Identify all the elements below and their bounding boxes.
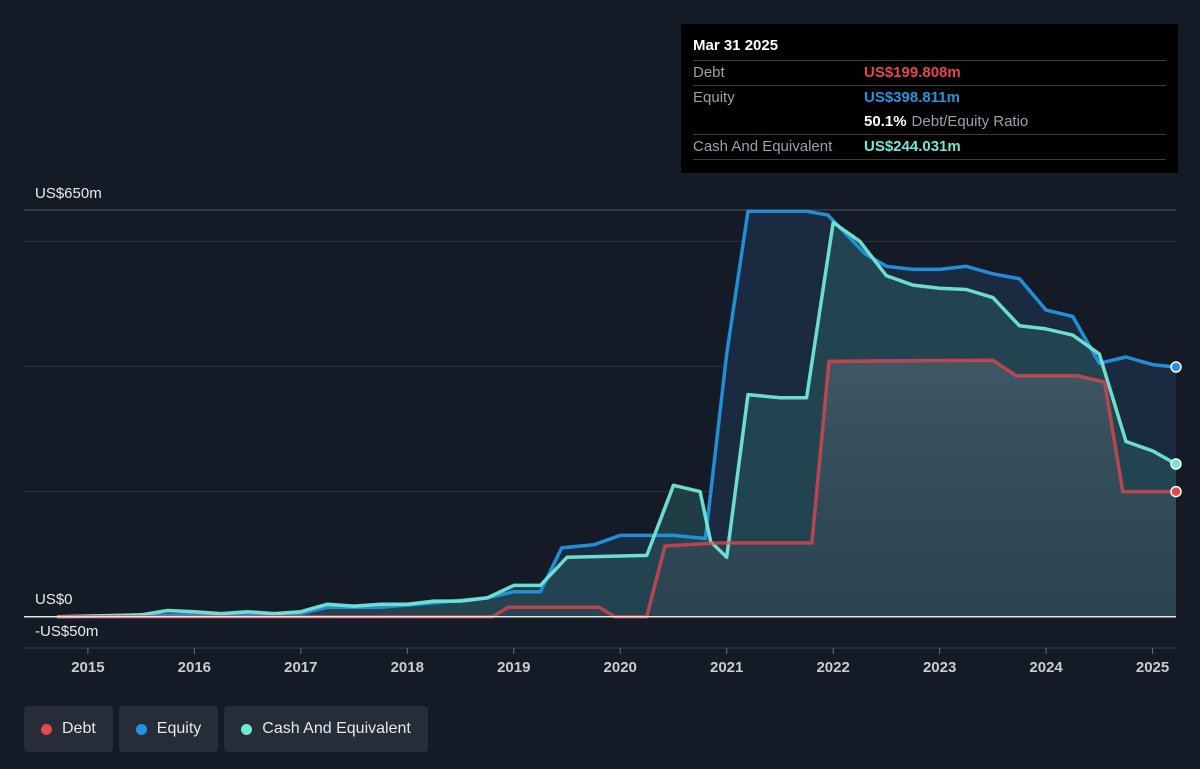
cash-and-equivalent-end-marker [1170,458,1182,470]
x-tick-label: 2015 [71,659,104,676]
tooltip-debt-value: US$199.808m [864,64,961,81]
tooltip-ratio-label: Debt/Equity Ratio [911,113,1029,130]
equity-dot-icon [135,723,147,735]
tooltip-equity-label: Equity [693,89,735,106]
debt-dot-icon [41,723,52,735]
legend-item-equity[interactable]: Equity [118,706,219,752]
y-label-bottom: -US$50m [35,623,98,640]
tooltip-row-equity: Equity US$398.811m [693,85,1166,110]
series-end-markers [1170,361,1182,498]
equity-end-marker [1170,361,1182,373]
tooltip-row-cash: Cash And Equivalent US$244.031m [693,134,1166,160]
x-tick-label: 2017 [284,659,317,676]
tooltip-equity-value: US$398.811m [864,89,960,106]
y-label-top: US$650m [35,185,102,202]
equity-line [56,209,1177,619]
y-label-zero: US$0 [35,591,73,608]
tooltip-debt-label: Debt [693,64,725,81]
legend-equity-label: Equity [156,720,202,737]
chart-area: US$650m US$0 -US$50m 2015 2016 2017 2018 201… [24,185,1182,676]
x-tick-label: 2022 [816,659,849,676]
x-axis-ticks: 2015 2016 2017 2018 2019 2020 2021 2022 2023 2024… [71,648,1169,676]
tooltip-cash-label: Cash And Equivalent [693,138,833,155]
legend-item-debt[interactable]: Debt [24,706,113,752]
tooltip-row-debt: Debt US$199.808m [693,60,1166,85]
legend-debt-label: Debt [62,720,96,737]
cash-and-equivalent-line [56,220,1177,619]
x-tick-label: 2025 [1136,659,1169,676]
tooltip-cash-value: US$244.031m [864,138,961,155]
hover-tooltip: Mar 31 2025 Debt US$199.808m Equity US$3… [681,24,1178,173]
x-tick-label: 2020 [604,659,637,676]
x-tick-label: 2019 [497,659,530,676]
tooltip-date: Mar 31 2025 [693,37,779,54]
tooltip-ratio-value: 50.1% [864,113,907,130]
debt-area [57,360,1176,617]
legend-item-cash[interactable]: Cash And Equivalent [224,706,428,752]
x-tick-label: 2023 [923,659,956,676]
x-tick-label: 2016 [178,659,211,676]
legend-cash-label: Cash And Equivalent [262,720,411,737]
cash-dot-icon [241,723,253,735]
x-tick-label: 2021 [710,659,743,676]
tooltip-row-ratio: 50.1% Debt/Equity Ratio [693,110,1166,134]
x-tick-label: 2024 [1029,659,1063,676]
debt-end-marker [1170,485,1182,498]
chart-legend: Debt Equity Cash And Equivalent [24,706,428,752]
series-areas [57,211,1176,617]
x-tick-label: 2018 [391,659,424,676]
series-lines [24,209,1177,619]
